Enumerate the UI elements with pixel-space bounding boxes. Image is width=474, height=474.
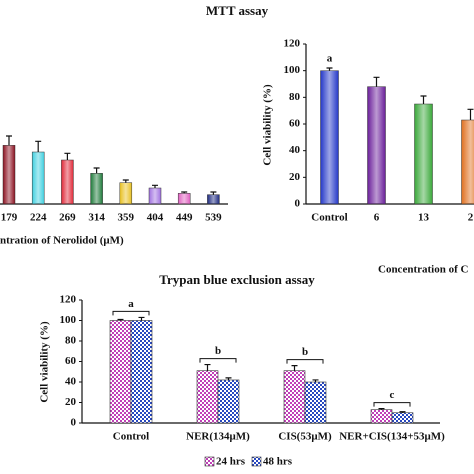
- figure-title: MTT assay: [206, 3, 269, 18]
- x-tick-label: NER+CIS(134+53μM): [339, 431, 445, 443]
- significance-letter: b: [302, 346, 308, 358]
- chart-title: Trypan blue exclusion assay: [159, 272, 315, 287]
- error-bar: [122, 179, 129, 183]
- significance-letter: b: [215, 345, 221, 357]
- bar: [283, 370, 306, 424]
- error-bar: [467, 108, 474, 120]
- legend-label: 48 hrs: [263, 456, 293, 468]
- legend-swatch: [251, 456, 262, 467]
- y-tick-label: 80: [289, 91, 301, 103]
- bar: [90, 173, 103, 205]
- bar: [61, 159, 74, 205]
- y-tick-label: 100: [60, 314, 77, 326]
- x-tick-label: Control: [113, 431, 149, 443]
- error-bar: [291, 365, 298, 371]
- error-bar: [399, 411, 406, 413]
- error-bar: [373, 76, 380, 87]
- y-tick-label: 60: [289, 118, 301, 130]
- error-bar: [326, 67, 333, 71]
- x-tick-label: 6: [374, 212, 380, 224]
- x-tick-label: NER(134μM): [186, 431, 250, 443]
- x-axis-label: Concentration of C: [378, 264, 468, 276]
- y-axis-label: Cell viability (%): [262, 84, 274, 166]
- x-tick-label: 359: [118, 212, 135, 224]
- error-bar: [312, 379, 319, 382]
- bar: [2, 145, 16, 205]
- significance-letter: a: [128, 298, 134, 310]
- bar: [31, 151, 45, 205]
- x-tick-label: 449: [176, 212, 193, 224]
- error-bar: [204, 363, 211, 371]
- y-tick-label: 40: [289, 144, 301, 156]
- x-axis-label: ntration of Nerolidol (μM): [0, 235, 124, 247]
- bracket: [373, 402, 411, 407]
- bar: [320, 70, 339, 205]
- x-tick-label: 224: [30, 212, 47, 224]
- significance-letter: c: [390, 389, 395, 401]
- bar: [367, 86, 386, 205]
- error-bar: [138, 316, 145, 321]
- error-bar: [181, 191, 188, 194]
- y-tick-label: 60: [65, 355, 77, 367]
- bracket: [199, 358, 237, 363]
- error-bar: [152, 184, 158, 188]
- x-tick-label: Control: [311, 212, 347, 224]
- bar: [148, 187, 162, 205]
- error-bar: [210, 191, 217, 195]
- y-axis-label: Cell viability (%): [39, 321, 51, 403]
- error-bar: [64, 152, 71, 160]
- bar: [207, 194, 220, 205]
- y-tick-label: 100: [284, 64, 301, 76]
- error-bar: [93, 167, 100, 174]
- x-tick-label: 13: [418, 212, 430, 224]
- error-bar: [117, 318, 124, 321]
- bar: [461, 119, 474, 205]
- error-bar: [420, 95, 427, 104]
- y-tick-label: 20: [289, 171, 301, 183]
- bar: [177, 193, 191, 205]
- error-bar: [378, 408, 385, 410]
- y-tick-label: 80: [65, 335, 77, 347]
- x-tick-label: 179: [1, 212, 18, 224]
- bar: [196, 370, 219, 424]
- error-bar: [6, 135, 12, 146]
- error-bar: [225, 377, 232, 380]
- y-tick-label: 120: [284, 38, 301, 50]
- legend-swatch: [204, 456, 215, 467]
- y-tick-label: 40: [65, 376, 77, 388]
- error-bar: [35, 140, 42, 152]
- bar: [119, 182, 133, 205]
- legend-label: 24 hrs: [216, 456, 246, 468]
- y-tick-label: 0: [295, 198, 301, 210]
- y-tick-label: 0: [71, 417, 77, 429]
- x-tick-label: 539: [205, 212, 222, 224]
- x-tick-label: CIS(53μM): [278, 431, 332, 443]
- x-tick-label: 314: [88, 212, 105, 224]
- bracket: [286, 359, 324, 364]
- bar: [391, 412, 414, 424]
- bar: [370, 409, 393, 424]
- x-tick-label: 404: [147, 212, 164, 224]
- y-tick-label: 20: [65, 396, 77, 408]
- bar: [217, 379, 240, 424]
- bar: [109, 320, 132, 424]
- significance-letter: a: [327, 53, 333, 65]
- x-tick-label: 2: [468, 212, 474, 224]
- bar: [304, 381, 327, 424]
- bracket: [112, 310, 150, 316]
- bar: [414, 103, 433, 205]
- x-tick-label: 269: [59, 212, 76, 224]
- bar: [130, 320, 153, 424]
- y-tick-label: 120: [60, 294, 77, 306]
